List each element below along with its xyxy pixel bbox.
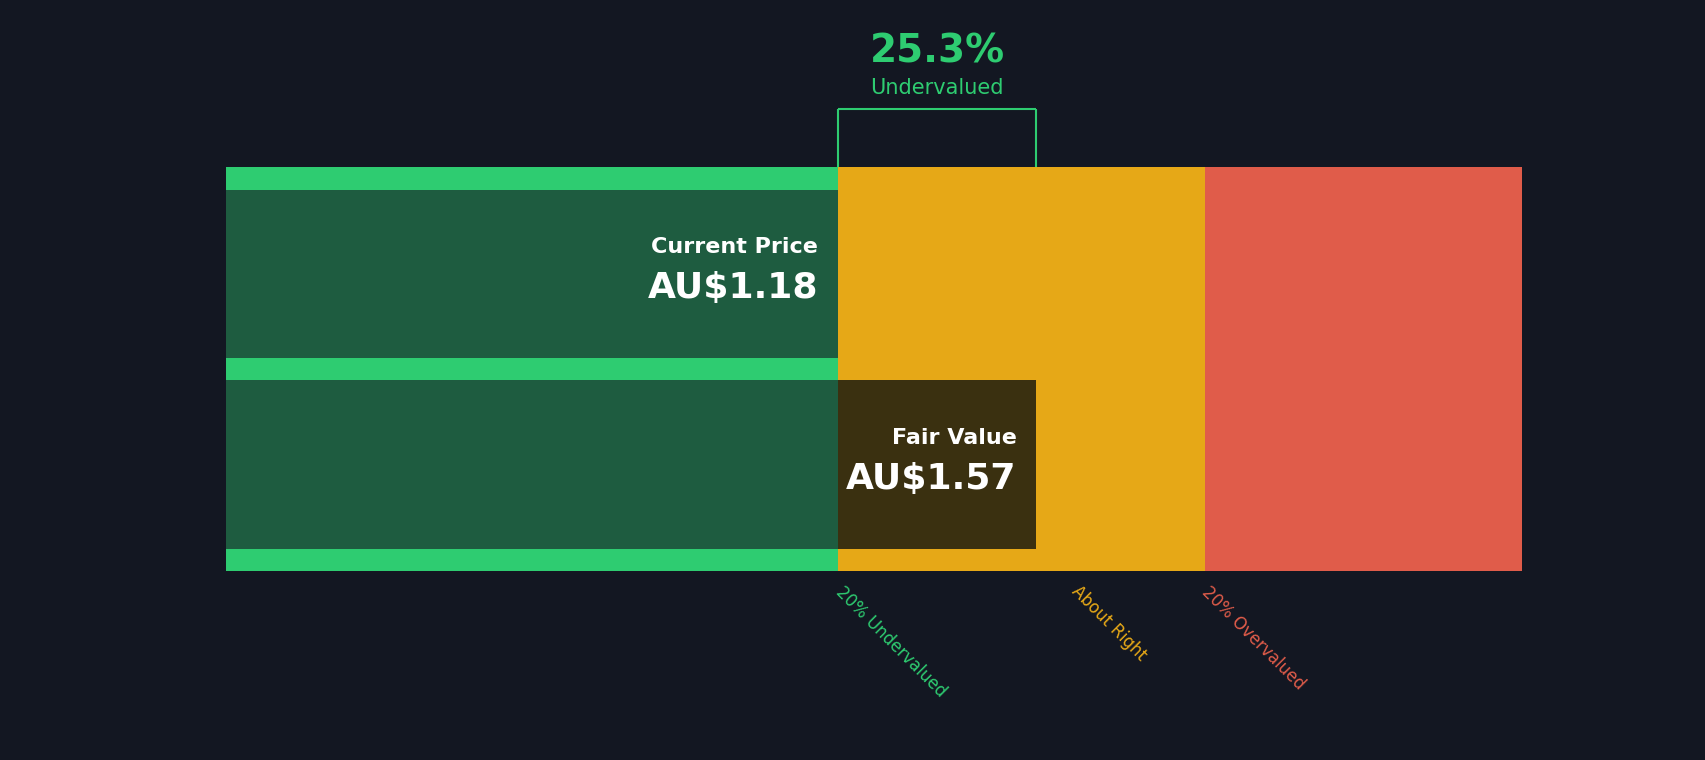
Text: AU$1.18: AU$1.18 (648, 271, 818, 306)
Text: Current Price: Current Price (651, 237, 818, 258)
Text: Fair Value: Fair Value (892, 428, 1016, 448)
Text: 20% Overvalued: 20% Overvalued (1199, 583, 1308, 693)
Bar (227, 189, 837, 358)
Bar (227, 380, 837, 549)
Text: AU$1.57: AU$1.57 (846, 462, 1016, 496)
Bar (227, 167, 837, 571)
Text: 25.3%: 25.3% (870, 33, 1004, 71)
Bar (837, 167, 1204, 571)
Text: Undervalued: Undervalued (870, 78, 1003, 98)
Text: 20% Undervalued: 20% Undervalued (832, 583, 950, 700)
Bar (837, 380, 1035, 549)
Text: About Right: About Right (1067, 583, 1149, 665)
Bar (1204, 167, 1521, 571)
